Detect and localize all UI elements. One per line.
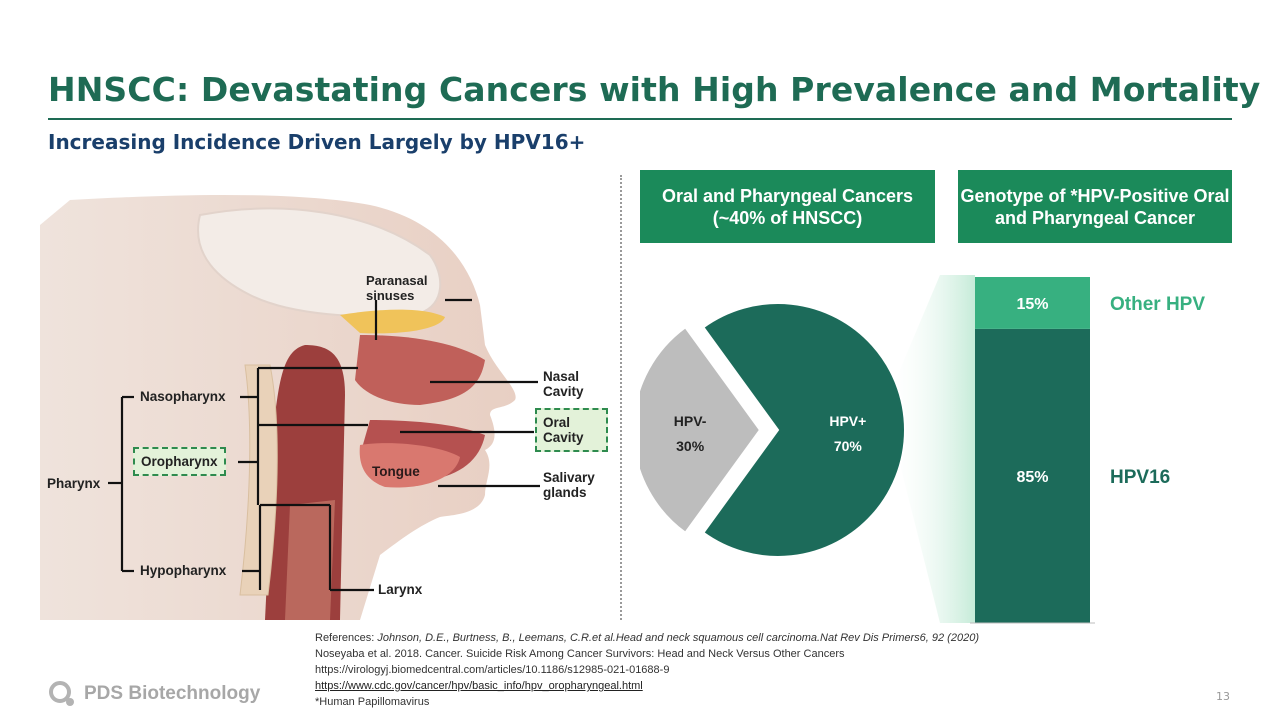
oral-pharyngeal-header: Oral and Pharyngeal Cancers (~40% of HNS…: [640, 170, 935, 243]
bar-value-hpv16: 85%: [1016, 469, 1048, 486]
label-nasal-cavity: Nasal Cavity: [543, 369, 584, 399]
label-hypopharynx: Hypopharynx: [140, 563, 227, 578]
logo-text: PDS Biotechnology: [84, 683, 261, 704]
anatomy-drawing: [40, 195, 516, 620]
section-divider: [620, 175, 622, 620]
reference-1-text: Johnson, D.E., Burtness, B., Leemans, C.…: [377, 632, 979, 644]
slide-title: HNSCC: Devastating Cancers with High Pre…: [48, 70, 1261, 109]
reference-1: References: Johnson, D.E., Burtness, B.,…: [315, 630, 979, 646]
pie-label-hpv-negative: HPV-: [674, 413, 707, 429]
pie-value-hpv-negative: 30%: [676, 438, 705, 454]
pie-slice-hpv-negative: [640, 325, 762, 535]
footnote: *Human Papillomavirus: [315, 696, 430, 708]
bar-segment-hpv16: [975, 328, 1090, 623]
references-prefix: References:: [315, 632, 378, 644]
label-salivary-glands: Salivary glands: [543, 470, 595, 500]
label-paranasal-sinuses: Paranasal sinuses: [366, 273, 428, 303]
pie-chart: HPV- 30% HPV+ 70%: [640, 302, 906, 558]
stacked-bar-chart: 85% HPV16 15% Other HPV: [970, 277, 1205, 624]
title-underline: [48, 118, 1232, 120]
hpv-charts: HPV- 30% HPV+ 70% 85% HPV16 15% Other HPV: [640, 275, 1205, 624]
bar-legend-other-hpv: Other HPV: [1110, 294, 1205, 315]
head-neck-anatomy-illustration: [40, 195, 620, 620]
bar-legend-hpv16: HPV16: [1110, 467, 1170, 488]
company-logo: PDS Biotechnology: [48, 680, 260, 708]
pie-slice-hpv-positive: [701, 302, 906, 558]
label-tongue: Tongue: [372, 464, 420, 479]
connector-fan: [885, 275, 975, 623]
bar-value-other-hpv: 15%: [1016, 296, 1048, 313]
references: References: Johnson, D.E., Burtness, B.,…: [315, 630, 979, 710]
label-pharynx: Pharynx: [47, 476, 101, 491]
pie-label-hpv-positive: HPV+: [829, 413, 866, 429]
reference-2: Noseyaba et al. 2018. Cancer. Suicide Ri…: [315, 648, 845, 660]
label-oral-cavity: Oral Cavity: [535, 408, 608, 452]
label-oropharynx: Oropharynx: [133, 447, 226, 476]
genotype-header: Genotype of *HPV-Positive Oral and Phary…: [958, 170, 1232, 243]
bar-segment-other-hpv: [975, 277, 1090, 329]
label-larynx: Larynx: [378, 582, 423, 597]
label-nasopharynx: Nasopharynx: [140, 389, 226, 404]
page-number: 13: [1216, 690, 1230, 703]
pds-logo-icon: [49, 681, 74, 706]
slide-subtitle: Increasing Incidence Driven Largely by H…: [48, 130, 586, 154]
reference-4-link[interactable]: https://www.cdc.gov/cancer/hpv/basic_inf…: [315, 680, 643, 692]
pie-value-hpv-positive: 70%: [834, 438, 863, 454]
reference-3: https://virologyj.biomedcentral.com/arti…: [315, 664, 670, 676]
